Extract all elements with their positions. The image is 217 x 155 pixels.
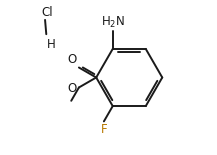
Text: F: F (101, 123, 108, 136)
Text: H: H (47, 38, 56, 51)
Text: O: O (67, 53, 77, 66)
Text: H$_2$N: H$_2$N (101, 15, 125, 31)
Text: Cl: Cl (42, 6, 53, 19)
Text: O: O (68, 82, 77, 95)
